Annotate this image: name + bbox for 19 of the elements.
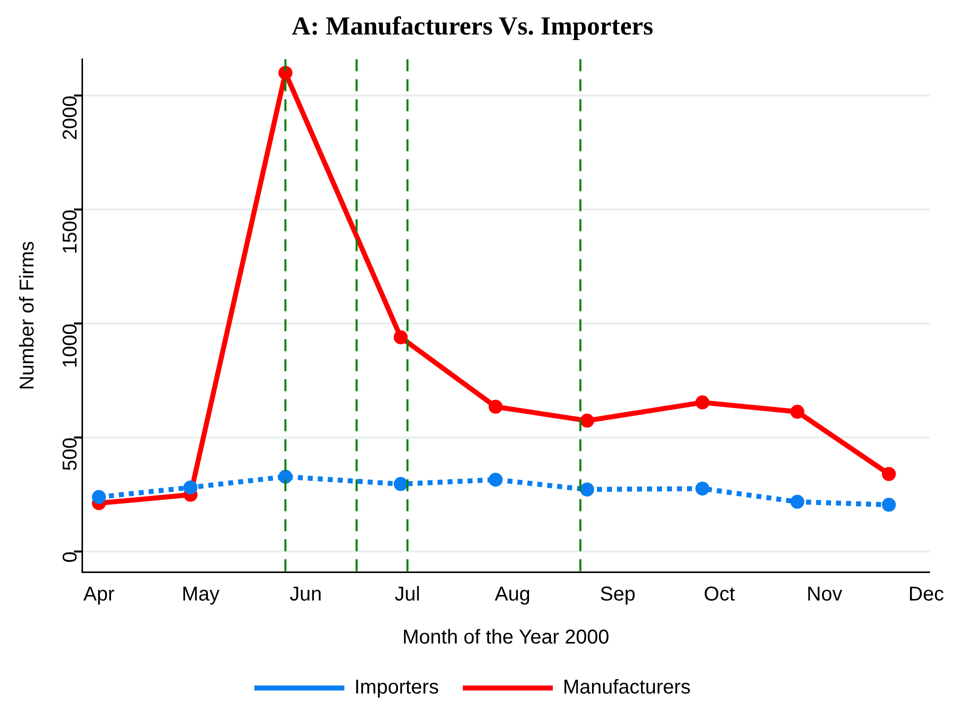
x-tick-label: Apr — [83, 584, 115, 606]
x-tick-label: Nov — [806, 584, 842, 606]
x-tick-label: Jul — [394, 584, 420, 606]
chart-title: A: Manufacturers Vs. Importers — [292, 11, 654, 40]
x-tick-label: Oct — [704, 584, 736, 606]
x-tick-label: Dec — [908, 584, 944, 606]
y-tick-label: 500 — [60, 438, 82, 471]
legend-label: Importers — [354, 676, 439, 699]
x-axis-title: Month of the Year 2000 — [402, 626, 610, 649]
y-tick-label: 1000 — [60, 324, 82, 368]
x-tick-label: Aug — [494, 584, 530, 606]
y-tick-label: 0 — [60, 551, 82, 563]
y-tick-label: 1500 — [60, 210, 82, 254]
x-tick-label: Jun — [290, 584, 322, 606]
x-tick-label: Sep — [600, 584, 636, 606]
y-axis-title: Number of Firms — [16, 241, 39, 390]
legend-label: Manufacturers — [562, 676, 691, 699]
x-tick-label: May — [182, 584, 220, 606]
y-tick-label: 2000 — [60, 96, 82, 140]
